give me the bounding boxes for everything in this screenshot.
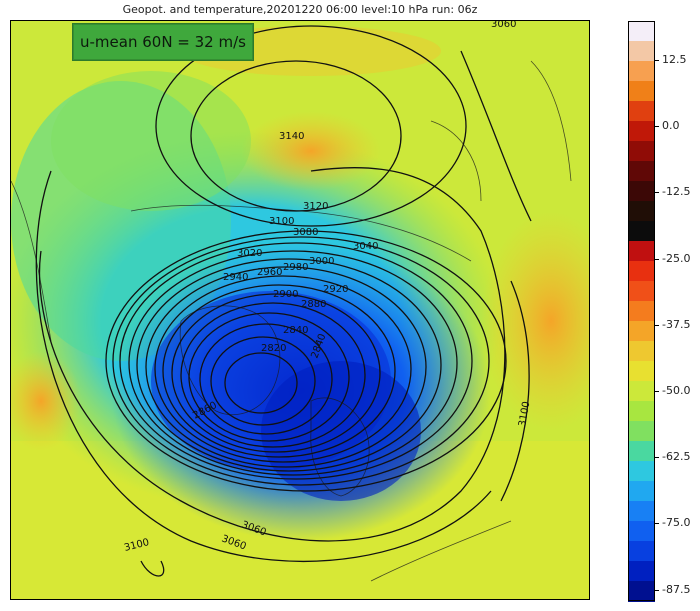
contour-label: 3000 [309,256,334,267]
contour-3120 [155,25,467,227]
colorbar-tick [655,192,659,194]
colorbar-segment [628,201,655,222]
colorbar-tick-label: 12.5 [662,53,687,66]
colorbar-segment [628,221,655,242]
colorbar-tick-label: -12.5 [662,185,691,199]
colorbar-segment [628,361,655,382]
colorbar-segment [628,261,655,282]
colorbar-segment [628,101,655,122]
colorbar-segment [628,41,655,62]
colorbar-segment [628,181,655,202]
colorbar-segment [628,461,655,482]
contour-label: 2980 [283,262,308,273]
contour-label: 2960 [257,267,282,278]
contour-label: 3080 [293,227,318,238]
colorbar-segment [628,541,655,562]
contour-label: 3060 [491,21,516,30]
colorbar-segment [628,81,655,102]
colorbar-tick-label: 0.0 [662,119,680,133]
colorbar-segment [628,501,655,522]
contour-label: 3100 [269,216,294,227]
colorbar-segment [628,241,655,262]
warm-anomaly-east [481,211,589,431]
contour-label: 3040 [353,241,378,252]
geopotential-contours [35,25,532,577]
colorbar-segment [628,281,655,302]
colorbar-segment [628,121,655,142]
contour-label: 2940 [223,272,248,283]
colorbar-segment [628,401,655,422]
colorbar-segment [628,421,655,442]
colorbar-tick [655,589,659,591]
colorbar-segment [628,21,655,42]
colorbar-segment [628,301,655,322]
contour-label: 2920 [323,284,348,295]
colorbar-segment [628,341,655,362]
colorbar-tick-label: -37.5 [662,317,691,331]
colorbar-tick-label: -75.0 [662,516,691,530]
colorbar-segment [628,381,655,402]
colorbar-tick [655,258,659,260]
u-mean-annotation: u-mean 60N = 32 m/s [72,23,254,61]
contour-label: 2840 [283,325,308,336]
chart-title: Geopot. and temperature,20201220 06:00 l… [122,3,478,16]
contour-label: 3020 [237,248,262,259]
map-plot: 3140 3120 3100 3080 3060 3040 3020 3000 … [10,20,590,600]
colorbar-tick [655,126,659,128]
colorbar-segment [628,141,655,162]
colorbar-segment [628,581,655,602]
colorbar-segment [628,321,655,342]
contour-label: 3100 [517,401,532,428]
colorbar-tick-label: -50.0 [662,384,691,397]
colorbar-tick [655,60,659,61]
colorbar-segment [628,561,655,582]
colorbar-segment [628,161,655,182]
contour-label: 2880 [301,299,326,310]
colorbar-tick-label: -87.5 [662,582,691,596]
colorbar-segment [628,61,655,82]
temperature-colorbar [628,21,655,602]
colorbar-segment [628,521,655,542]
colorbar-tick [655,391,659,392]
contour-label: 2900 [273,289,298,300]
colorbar-tick-label: -25.0 [662,251,691,265]
contour-label: 2820 [261,343,286,354]
colorbar-tick-label: -62.5 [662,450,691,464]
contour-label: 3140 [279,131,304,142]
colorbar-tick [655,523,659,525]
contour-3140 [190,60,402,212]
colorbar-tick [655,457,659,459]
contour-label: 3120 [303,201,328,212]
colorbar-segment [628,481,655,502]
colorbar-segment [628,441,655,462]
colorbar-tick [655,324,659,326]
